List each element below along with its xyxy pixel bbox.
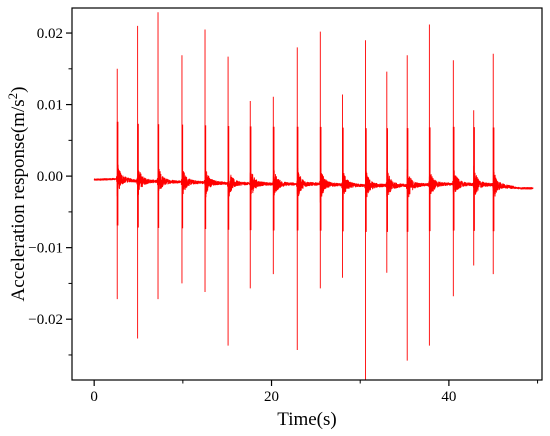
y-axis-label: Acceleration response(m/s2) — [5, 87, 29, 302]
axis-ticks: 0 20 40 0.02 0.01 0.00 −0.01 −0.02 — [28, 26, 539, 405]
x-tick-label: 20 — [264, 389, 279, 405]
x-axis-label: Time(s) — [277, 409, 336, 430]
x-tick-label: 0 — [90, 389, 98, 405]
plot-frame — [71, 7, 543, 381]
y-tick-label: −0.01 — [28, 241, 63, 257]
x-tick-label: 40 — [441, 389, 456, 405]
y-tick-label: 0.01 — [37, 98, 63, 114]
plot-area — [93, 12, 534, 380]
y-tick-label: 0.00 — [37, 169, 63, 185]
y-tick-label: 0.02 — [37, 26, 63, 42]
y-axis-label-superscript: 2 — [5, 93, 20, 100]
series-line — [93, 164, 534, 203]
y-tick-label: −0.02 — [28, 312, 63, 328]
